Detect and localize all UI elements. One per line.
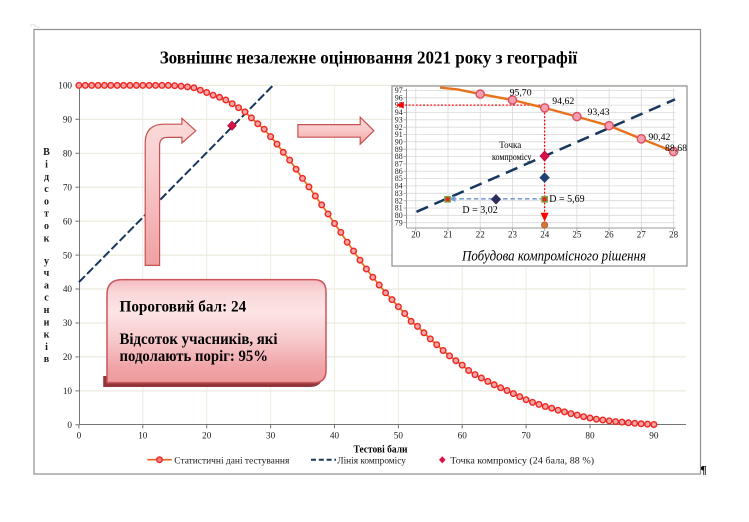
svg-text:¶: ¶ — [700, 463, 706, 477]
svg-text:0: 0 — [77, 431, 82, 441]
svg-text:94,62: 94,62 — [552, 96, 574, 107]
svg-text:79: 79 — [395, 218, 403, 227]
svg-text:81: 81 — [395, 204, 403, 213]
svg-text:85: 85 — [395, 174, 403, 183]
svg-text:и: и — [44, 317, 50, 328]
svg-text:Відсоток учасників, які: Відсоток учасників, які — [120, 331, 279, 348]
svg-text:а: а — [44, 280, 49, 291]
svg-text:у: у — [44, 256, 49, 267]
svg-text:Пороговий бал: 24: Пороговий бал: 24 — [120, 299, 247, 316]
svg-text:60: 60 — [63, 216, 73, 226]
svg-text:70: 70 — [522, 431, 532, 441]
svg-text:н: н — [44, 305, 50, 316]
svg-text:10: 10 — [63, 386, 73, 396]
svg-text:96: 96 — [395, 93, 403, 102]
svg-text:91: 91 — [395, 130, 403, 139]
svg-text:Точка компромісу (24 бала, 88: Точка компромісу (24 бала, 88 %) — [450, 455, 594, 466]
svg-text:20: 20 — [202, 431, 212, 441]
svg-text:40: 40 — [330, 431, 340, 441]
svg-text:25: 25 — [572, 229, 582, 239]
svg-text:94: 94 — [395, 108, 403, 117]
svg-text:80: 80 — [395, 211, 403, 220]
svg-text:подолають поріг: 95%: подолають поріг: 95% — [120, 348, 269, 365]
svg-text:93: 93 — [395, 115, 403, 124]
svg-text:89: 89 — [395, 145, 403, 154]
svg-text:28: 28 — [669, 229, 679, 239]
svg-text:80: 80 — [585, 431, 595, 441]
svg-text:80: 80 — [63, 149, 73, 159]
svg-text:д: д — [44, 172, 49, 183]
svg-text:97: 97 — [395, 86, 403, 95]
svg-text:30: 30 — [266, 431, 276, 441]
svg-text:87: 87 — [395, 160, 403, 169]
svg-text:D = 5,69: D = 5,69 — [549, 194, 584, 205]
svg-text:і: і — [45, 342, 48, 353]
svg-text:40: 40 — [63, 284, 73, 294]
svg-text:В: В — [43, 147, 50, 158]
svg-text:D = 3,02: D = 3,02 — [462, 205, 497, 216]
svg-text:т: т — [44, 209, 49, 220]
svg-text:Побудова компромісного рішення: Побудова компромісного рішення — [461, 249, 646, 265]
svg-text:с: с — [44, 293, 49, 304]
svg-text:23: 23 — [508, 229, 518, 239]
svg-text:60: 60 — [458, 431, 468, 441]
svg-text:70: 70 — [63, 182, 73, 192]
svg-text:88: 88 — [395, 152, 403, 161]
svg-text:с: с — [44, 184, 49, 195]
svg-text:30: 30 — [63, 318, 73, 328]
svg-text:Точка: Точка — [499, 140, 521, 150]
svg-text:27: 27 — [637, 229, 647, 239]
svg-text:88,68: 88,68 — [665, 143, 687, 154]
svg-text:Зовнішнє незалежне оцінювання: Зовнішнє незалежне оцінювання 2021 року … — [160, 48, 579, 68]
svg-text:в: в — [44, 354, 50, 365]
svg-text:ч: ч — [44, 268, 50, 279]
svg-text:95,70: 95,70 — [510, 88, 532, 99]
svg-text:0: 0 — [67, 420, 72, 430]
svg-text:к: к — [44, 233, 50, 244]
svg-text:21: 21 — [444, 229, 453, 239]
svg-text:92: 92 — [395, 123, 403, 132]
svg-text:Статистичні дані тестування: Статистичні дані тестування — [174, 456, 290, 466]
svg-text:к: к — [44, 330, 50, 341]
svg-text:о: о — [44, 221, 49, 232]
svg-text:90,42: 90,42 — [648, 132, 670, 143]
svg-text:10: 10 — [138, 431, 148, 441]
svg-text:90: 90 — [395, 137, 403, 146]
svg-text:86: 86 — [395, 167, 403, 176]
svg-text:50: 50 — [63, 250, 73, 260]
svg-text:83: 83 — [395, 189, 403, 198]
svg-text:50: 50 — [394, 431, 404, 441]
svg-text:90: 90 — [649, 431, 659, 441]
svg-text:93,43: 93,43 — [587, 107, 609, 118]
svg-text:82: 82 — [395, 196, 403, 205]
svg-text:26: 26 — [605, 229, 615, 239]
svg-text:і: і — [45, 160, 48, 171]
svg-text:100: 100 — [58, 81, 72, 91]
svg-text:20: 20 — [63, 352, 73, 362]
svg-text:о: о — [44, 196, 49, 207]
svg-text:Лінія компромісу: Лінія компромісу — [337, 456, 406, 466]
svg-text:84: 84 — [395, 182, 403, 191]
svg-text:90: 90 — [63, 115, 73, 125]
svg-text:компромісу: компромісу — [492, 152, 532, 162]
svg-text:22: 22 — [476, 229, 485, 239]
svg-text:20: 20 — [411, 229, 421, 239]
svg-text:Тестові бали: Тестові бали — [354, 445, 408, 456]
svg-text:24: 24 — [540, 229, 550, 239]
